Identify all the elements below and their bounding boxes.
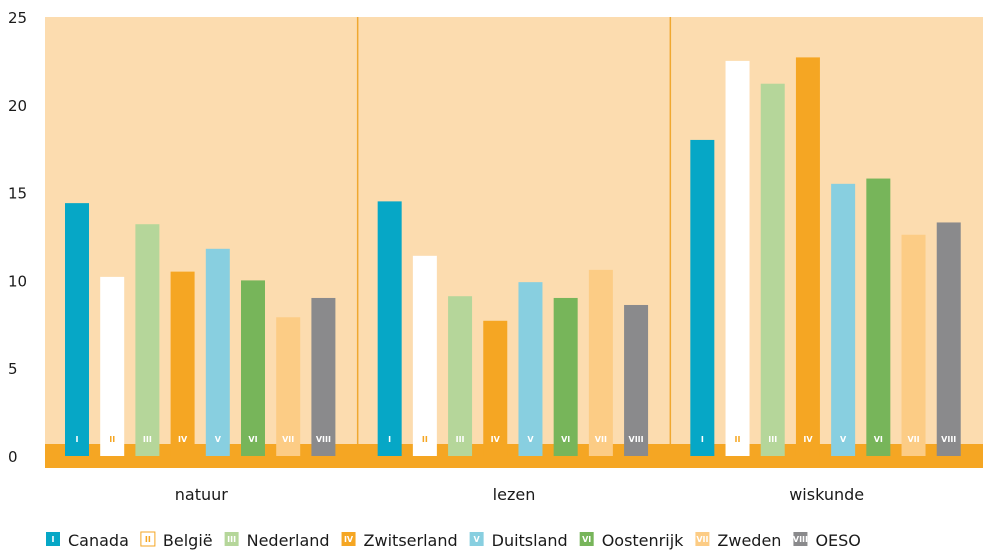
legend-item-zweden: VII Zweden — [695, 531, 781, 550]
bar-zwitserland-lezen — [483, 320, 508, 456]
bar-oeso-natuur — [311, 297, 336, 456]
category-dividers — [356, 17, 672, 444]
bar-numeral-label: VIII — [316, 435, 331, 444]
y-axis-ticks: 0 5 10 15 20 25 — [8, 9, 27, 466]
bar-numeral-label: I — [701, 435, 704, 444]
y-tick-label: 25 — [8, 9, 27, 27]
bar-numeral-label: III — [456, 435, 465, 444]
bar-numeral-label: V — [215, 435, 222, 444]
legend-item-canada: I Canada — [46, 531, 129, 550]
bar-canada-wiskunde — [690, 139, 715, 457]
legend-label: Zwitserland — [364, 531, 458, 550]
bar-numeral-label: V — [840, 435, 847, 444]
bar-numeral-label: V — [527, 435, 534, 444]
bar-numeral-label: VIII — [941, 435, 956, 444]
bar-numeral-label: I — [388, 435, 391, 444]
bar-zwitserland-natuur — [170, 271, 195, 456]
bar-numeral-label: VI — [561, 435, 570, 444]
legend-item-duitsland: V Duitsland — [469, 531, 568, 550]
baseline-band — [45, 444, 983, 468]
x-category-label: lezen — [493, 485, 536, 504]
legend-item-oeso: VIII OESO — [793, 531, 861, 550]
bar-oostenrijk-natuur — [241, 280, 265, 456]
bar-numeral-label: IV — [803, 435, 813, 444]
bar-numeral-label: IV — [178, 435, 188, 444]
legend-item-belgië: II België — [140, 531, 213, 550]
bar-numeral-label: II — [735, 435, 741, 444]
bar-zweden-natuur — [276, 317, 301, 456]
bar-oeso-wiskunde — [936, 222, 961, 456]
bar-oeso-lezen — [624, 304, 649, 456]
legend-swatch — [469, 532, 484, 546]
legend-swatch-numeral: VII — [696, 535, 708, 544]
legend-swatch-numeral: IV — [344, 535, 354, 544]
bars: I II III IV V VI VII VIII I II III IV V VI VII VIII I II I… — [65, 57, 961, 457]
bar-oostenrijk-wiskunde — [866, 178, 891, 456]
bar-duitsland-natuur — [205, 248, 230, 456]
bar-nederland-wiskunde — [760, 83, 785, 456]
legend-swatch-numeral: VI — [582, 535, 591, 544]
bar-duitsland-wiskunde — [831, 183, 856, 456]
bar-numeral-label: VII — [282, 435, 294, 444]
bar-zwitserland-wiskunde — [795, 57, 820, 456]
x-category-label: natuur — [175, 485, 229, 504]
legend-item-zwitserland: IV Zwitserland — [341, 531, 458, 550]
bar-numeral-label: VII — [595, 435, 607, 444]
bar-numeral-label: III — [143, 435, 152, 444]
legend-swatch — [46, 532, 60, 546]
y-tick-label: 0 — [8, 448, 18, 466]
legend-label: België — [163, 531, 213, 550]
bar-numeral-label: VII — [907, 435, 919, 444]
legend-swatch-numeral: III — [227, 535, 236, 544]
bar-numeral-label: I — [76, 435, 79, 444]
bar-zweden-wiskunde — [901, 234, 926, 456]
bar-numeral-label: IV — [491, 435, 501, 444]
bar-nederland-natuur — [135, 224, 160, 456]
legend-label: Nederland — [247, 531, 330, 550]
bar-numeral-label: VIII — [629, 435, 644, 444]
legend-label: Zweden — [717, 531, 781, 550]
bar-duitsland-lezen — [518, 282, 543, 456]
bar-numeral-label: II — [109, 435, 115, 444]
bar-canada-lezen — [377, 201, 402, 456]
bar-oostenrijk-lezen — [553, 297, 578, 456]
x-category-label: wiskunde — [789, 485, 864, 504]
legend: I Canada II België III Nederland IV Zwitserland… — [46, 531, 861, 550]
legend-swatch — [224, 532, 239, 546]
legend-swatch — [579, 532, 594, 546]
bar-numeral-label: VI — [874, 435, 883, 444]
bar-nederland-lezen — [448, 296, 473, 456]
y-tick-label: 10 — [8, 272, 27, 290]
legend-label: OESO — [815, 531, 860, 550]
legend-swatch — [793, 532, 808, 546]
y-tick-label: 20 — [8, 97, 27, 115]
legend-swatch-numeral: II — [145, 535, 151, 544]
bar-zweden-lezen — [588, 269, 613, 456]
bar-belgië-natuur — [100, 276, 125, 456]
y-tick-label: 15 — [8, 185, 27, 203]
plot-background — [45, 17, 983, 468]
bar-belgië-lezen — [412, 255, 437, 456]
bar-canada-natuur — [65, 203, 89, 456]
x-axis-categories: natuur lezen wiskunde — [175, 485, 864, 504]
legend-swatch — [695, 532, 710, 546]
bar-belgië-wiskunde — [725, 60, 750, 457]
legend-label: Duitsland — [492, 531, 568, 550]
legend-swatch — [341, 532, 356, 546]
legend-item-nederland: III Nederland — [224, 531, 330, 550]
legend-swatch-numeral: I — [52, 535, 55, 544]
legend-label: Oostenrijk — [602, 531, 684, 550]
bar-numeral-label: III — [768, 435, 777, 444]
y-tick-label: 5 — [8, 360, 18, 378]
legend-item-oostenrijk: VI Oostenrijk — [579, 531, 684, 550]
legend-swatch-numeral: V — [474, 535, 481, 544]
legend-swatch-numeral: VIII — [793, 535, 808, 544]
bar-numeral-label: II — [422, 435, 428, 444]
bar-numeral-label: VI — [248, 435, 257, 444]
legend-label: Canada — [68, 531, 129, 550]
legend-swatch — [140, 531, 156, 547]
